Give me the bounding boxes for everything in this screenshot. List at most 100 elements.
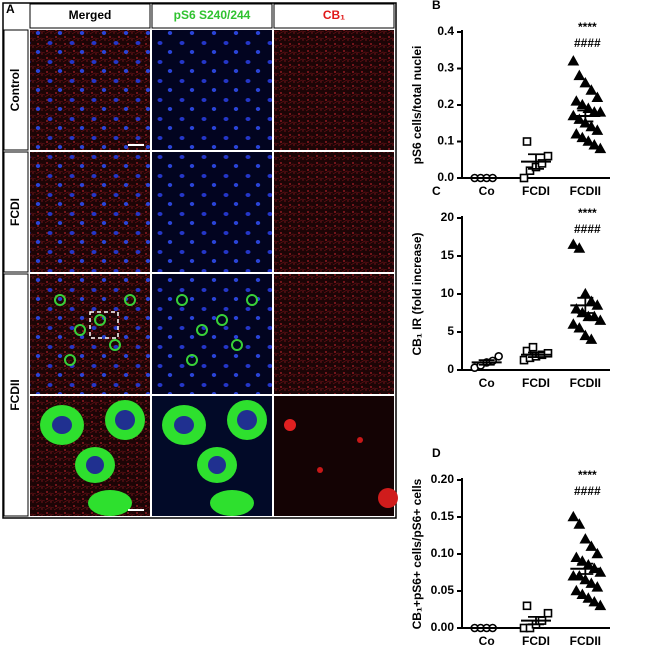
- point: [591, 581, 604, 592]
- point: [576, 131, 589, 143]
- cell: [94, 314, 106, 326]
- row-label: Control: [8, 69, 22, 112]
- point: [567, 318, 580, 329]
- cell: [176, 294, 188, 306]
- point: [585, 84, 598, 95]
- point: [579, 329, 592, 341]
- x-tick-label: FCDI: [522, 184, 550, 198]
- x-tick-label: Co: [479, 376, 495, 390]
- y-tick-label: 10: [441, 286, 455, 300]
- point: [494, 352, 503, 361]
- point: [543, 151, 553, 161]
- significance: ****: [578, 206, 597, 220]
- point: [537, 159, 547, 168]
- micrograph-ps6: [152, 30, 272, 516]
- row-label: FCDII: [8, 379, 22, 410]
- header-cell: [29, 3, 151, 29]
- cell: [88, 490, 132, 516]
- point: [594, 314, 607, 325]
- point: [585, 540, 598, 551]
- error-bar: [528, 153, 544, 170]
- point: [570, 95, 583, 106]
- y-tick-label: 20: [441, 210, 455, 224]
- point: [570, 584, 583, 596]
- x-tick-label: FCDII: [570, 376, 601, 390]
- nucleus: [237, 410, 257, 430]
- point: [573, 242, 586, 253]
- point: [594, 142, 607, 154]
- x-tick-label: FCDI: [522, 634, 550, 648]
- cell: [74, 324, 86, 336]
- x-tick-label: FCDI: [522, 376, 550, 390]
- point: [591, 91, 604, 102]
- error-bar: [577, 562, 594, 575]
- y-tick-label: 5: [447, 324, 454, 338]
- point: [588, 139, 601, 150]
- significance: ####: [574, 36, 601, 50]
- nucleus: [208, 456, 226, 474]
- point: [579, 76, 592, 88]
- y-tick-label: 0.15: [431, 509, 455, 523]
- point: [579, 117, 592, 128]
- point: [567, 55, 580, 66]
- point: [591, 547, 604, 559]
- y-axis-label: CB₁ IR (fold increase): [410, 233, 424, 356]
- header-cell: [273, 3, 395, 29]
- point: [582, 592, 595, 603]
- point: [573, 322, 586, 333]
- point: [573, 518, 586, 529]
- nucleus: [86, 456, 104, 474]
- point: [585, 333, 598, 344]
- image: [274, 274, 394, 394]
- column-header: pS6 S240/244: [174, 8, 251, 22]
- zoom-box: [89, 311, 119, 339]
- x-tick-label: Co: [479, 184, 495, 198]
- point: [594, 599, 607, 611]
- y-tick-label: 0.00: [431, 620, 455, 634]
- image: [152, 30, 272, 150]
- cell: [124, 294, 136, 306]
- y-tick-label: 0.3: [437, 61, 454, 75]
- y-axis-label: CB₁+pS6+ cells/pS6+ cells: [410, 478, 424, 629]
- error-bar: [577, 109, 594, 123]
- point: [528, 342, 538, 352]
- header-cell: [151, 3, 273, 29]
- significance: ####: [574, 484, 601, 498]
- point: [573, 570, 586, 581]
- point: [585, 120, 598, 132]
- point: [594, 106, 607, 117]
- nucleus: [174, 416, 194, 434]
- point: [522, 137, 532, 146]
- point: [570, 551, 583, 562]
- micrograph-cb1: [274, 30, 394, 516]
- ps6-cells: [54, 294, 258, 366]
- image: [274, 152, 394, 272]
- y-tick-label: 0.2: [437, 97, 454, 111]
- error-bar: [478, 359, 495, 366]
- zoom-cells: [40, 400, 398, 516]
- column-header: Merged: [69, 8, 112, 22]
- cell: [64, 354, 76, 366]
- row-label: FCDI: [8, 198, 22, 226]
- panel-letter: C: [432, 184, 441, 198]
- row-label-cell: [3, 29, 29, 151]
- point: [579, 573, 592, 585]
- puncta: [317, 467, 323, 473]
- y-tick-label: 0: [447, 362, 454, 376]
- row-label-cell: [3, 151, 29, 273]
- cell: [109, 339, 121, 351]
- image: [274, 30, 394, 150]
- image: [152, 274, 272, 394]
- point: [573, 69, 586, 81]
- x-tick-label: FCDII: [570, 184, 601, 198]
- column-header: CB₁: [323, 8, 345, 22]
- point: [594, 566, 607, 577]
- point: [588, 595, 601, 607]
- error-bar: [528, 616, 544, 626]
- significance: ****: [578, 20, 597, 34]
- cell: [196, 324, 208, 336]
- point: [543, 348, 553, 358]
